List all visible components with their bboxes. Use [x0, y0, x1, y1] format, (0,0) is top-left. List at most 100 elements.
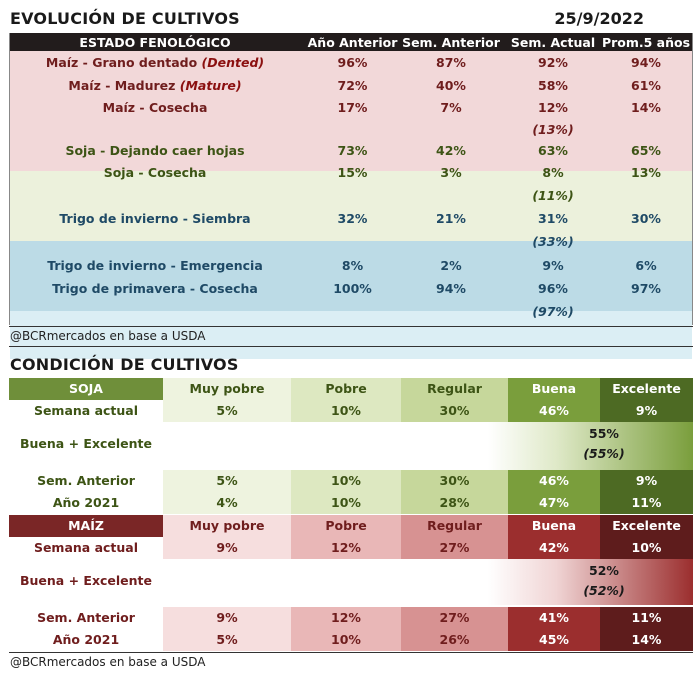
- trigo-invierno-block: [10, 241, 692, 311]
- maiz-year-row: Año 2021 5% 10% 26% 45% 14%: [9, 629, 693, 651]
- ano-anterior-value: 100%: [333, 281, 372, 296]
- source-note: @BCRmercados en base a USDA: [10, 329, 206, 343]
- soja-actual-row: Semana actual 5% 10% 30% 46% 9%: [9, 400, 693, 422]
- evolucion-header-row: ESTADO FENOLÓGICO Año Anterior Sem. Ante…: [10, 33, 692, 51]
- sem-actual-value: 31%: [538, 211, 568, 226]
- maiz-be-row: Buena + Excelente 52% (52%): [9, 559, 693, 605]
- sem-anterior-value: 7%: [440, 100, 462, 115]
- excelente-value: 14%: [600, 629, 693, 651]
- be-prev-value: (52%): [583, 583, 625, 598]
- buena-value: 46%: [508, 400, 600, 422]
- trigo-primavera-block: [10, 311, 692, 359]
- header-sem-anterior: Sem. Anterior: [402, 35, 500, 50]
- soja-ant-row: Sem. Anterior 5% 10% 30% 46% 9%: [9, 470, 693, 492]
- row-label: Semana actual: [33, 403, 139, 418]
- row-label: Sem. Anterior: [37, 610, 135, 625]
- col-buena: Buena: [508, 515, 600, 537]
- pobre-value: 12%: [291, 537, 401, 559]
- sem-anterior-value: 42%: [436, 143, 466, 158]
- ano-anterior-value: 73%: [337, 143, 368, 158]
- excelente-value: 11%: [600, 607, 693, 629]
- crop-name: Trigo de invierno - Emergencia: [47, 258, 263, 273]
- col-muy-pobre: Muy pobre: [163, 515, 291, 537]
- be-label: Buena + Excelente: [19, 436, 153, 451]
- prev-week-note: (13%): [532, 122, 574, 137]
- row-label: Año 2021: [52, 632, 120, 647]
- buena-value: 42%: [508, 537, 600, 559]
- crop-name: Maíz - Cosecha: [102, 100, 208, 115]
- sem-actual-value: 92%: [538, 55, 568, 70]
- crop-note: (Dented): [201, 55, 265, 70]
- col-muy-pobre: Muy pobre: [163, 378, 291, 400]
- pobre-value: 12%: [291, 607, 401, 629]
- muy-pobre-value: 4%: [163, 492, 291, 514]
- evolucion-title: EVOLUCIÓN DE CULTIVOS: [10, 9, 240, 28]
- sem-anterior-value: 40%: [436, 78, 466, 93]
- col-excelente: Excelente: [600, 378, 693, 400]
- crop-name: Soja - Dejando caer hojas: [65, 143, 245, 158]
- sem-actual-value: 9%: [542, 258, 564, 273]
- header-estado: ESTADO FENOLÓGICO: [79, 35, 231, 50]
- sem-actual-value: 63%: [538, 143, 568, 158]
- ano-anterior-value: 72%: [337, 78, 368, 93]
- pobre-value: 10%: [291, 492, 401, 514]
- table-row: Maíz - Madurez (Mature) 72% 40% 58% 61%: [10, 78, 692, 98]
- condicion-table: SOJA Muy pobre Pobre Regular Buena Excel…: [9, 378, 693, 653]
- table-row: Soja - Cosecha 15% 3% 8% 13%: [10, 165, 692, 185]
- header-prom5: Prom.5 años: [601, 35, 691, 50]
- regular-value: 28%: [401, 492, 508, 514]
- sem-anterior-value: 3%: [440, 165, 462, 180]
- buena-value: 45%: [508, 629, 600, 651]
- col-regular: Regular: [401, 378, 508, 400]
- table-row: Maíz - Grano dentado (Dented) 96% 87% 92…: [10, 55, 692, 75]
- prom5-value: 65%: [631, 143, 661, 158]
- col-regular: Regular: [401, 515, 508, 537]
- crop-note: (Mature): [179, 78, 242, 93]
- header-ano-anterior: Año Anterior: [307, 35, 398, 50]
- regular-value: 26%: [401, 629, 508, 651]
- excelente-value: 10%: [600, 537, 693, 559]
- table-row: Trigo de invierno - Emergencia 8% 2% 9% …: [10, 258, 692, 278]
- row-label: Semana actual: [33, 540, 139, 555]
- prev-week-note: (11%): [532, 188, 574, 203]
- col-excelente: Excelente: [600, 515, 693, 537]
- ano-anterior-value: 8%: [341, 258, 364, 273]
- ano-anterior-value: 17%: [337, 100, 368, 115]
- maiz-label: MAÍZ: [9, 515, 163, 537]
- table-row: Trigo de invierno - Siembra 32% 21% 31% …: [10, 211, 692, 231]
- sem-actual-value: 96%: [538, 281, 568, 296]
- prom5-value: 61%: [631, 78, 661, 93]
- sem-actual-value: 12%: [538, 100, 568, 115]
- soja-label: SOJA: [9, 378, 163, 400]
- col-buena: Buena: [508, 378, 600, 400]
- buena-value: 47%: [508, 492, 600, 514]
- excelente-value: 11%: [600, 492, 693, 514]
- crop-name: Maíz - Madurez (Mature): [10, 78, 300, 93]
- evolucion-table: ESTADO FENOLÓGICO Año Anterior Sem. Ante…: [9, 33, 693, 359]
- regular-value: 27%: [401, 607, 508, 629]
- buena-value: 46%: [508, 470, 600, 492]
- excelente-value: 9%: [600, 470, 693, 492]
- sem-anterior-value: 2%: [440, 258, 462, 273]
- soja-be-row: Buena + Excelente 55% (55%): [9, 422, 693, 470]
- excelente-value: 9%: [600, 400, 693, 422]
- sem-actual-value: 58%: [538, 78, 568, 93]
- be-value: 52%: [589, 563, 619, 578]
- buena-value: 41%: [508, 607, 600, 629]
- col-pobre: Pobre: [291, 378, 401, 400]
- col-pobre: Pobre: [291, 515, 401, 537]
- muy-pobre-value: 9%: [163, 537, 291, 559]
- divider: [9, 346, 693, 347]
- sem-actual-value: 8%: [542, 165, 564, 180]
- prom5-value: 30%: [631, 211, 661, 226]
- regular-value: 30%: [401, 470, 508, 492]
- sem-anterior-value: 94%: [436, 281, 466, 296]
- source-note: @BCRmercados en base a USDA: [10, 655, 206, 669]
- report-date: 25/9/2022: [554, 9, 644, 28]
- prom5-value: 97%: [631, 281, 661, 296]
- be-value: 55%: [589, 426, 619, 441]
- soja-header-row: SOJA Muy pobre Pobre Regular Buena Excel…: [9, 378, 693, 400]
- pobre-value: 10%: [291, 470, 401, 492]
- maiz-ant-row: Sem. Anterior 9% 12% 27% 41% 11%: [9, 607, 693, 629]
- prom5-value: 94%: [631, 55, 661, 70]
